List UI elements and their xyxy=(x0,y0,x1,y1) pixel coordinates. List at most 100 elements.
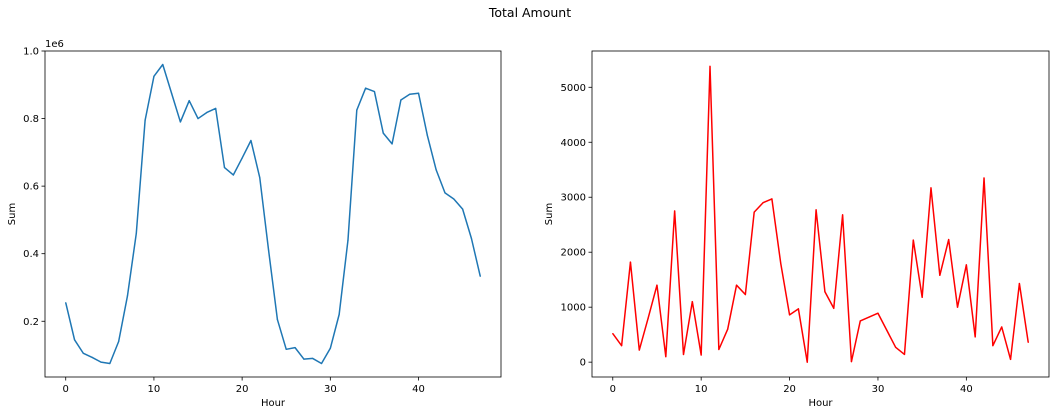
data-point xyxy=(100,361,102,363)
data-point xyxy=(206,111,208,114)
data-point xyxy=(1001,326,1003,328)
data-point xyxy=(426,134,428,137)
series-line xyxy=(612,65,1029,363)
data-point xyxy=(638,349,640,351)
data-point xyxy=(780,262,782,264)
data-point xyxy=(674,210,676,212)
x-tick-label: 10 xyxy=(695,384,708,395)
data-point xyxy=(479,275,481,277)
data-point xyxy=(868,316,870,318)
data-point xyxy=(109,362,111,365)
data-point xyxy=(744,293,746,296)
data-point xyxy=(1009,358,1012,361)
data-point xyxy=(197,117,199,120)
data-point xyxy=(435,169,437,171)
data-point xyxy=(788,314,791,316)
data-point xyxy=(647,317,649,319)
data-point xyxy=(709,65,711,67)
data-point xyxy=(276,318,279,321)
x-tick-label: 0 xyxy=(610,384,616,395)
data-point xyxy=(241,157,243,159)
data-point xyxy=(382,132,384,134)
data-point xyxy=(338,313,340,316)
data-point xyxy=(806,361,808,363)
data-point xyxy=(895,346,897,348)
x-tick-label: 30 xyxy=(872,384,885,395)
data-point xyxy=(179,121,181,123)
data-point xyxy=(930,187,932,189)
data-point xyxy=(391,143,393,145)
data-point xyxy=(735,284,738,286)
data-point xyxy=(612,332,614,335)
data-point xyxy=(470,237,473,240)
x-tick-label: 40 xyxy=(960,384,973,395)
data-point xyxy=(65,302,67,304)
data-point xyxy=(621,345,623,347)
data-point xyxy=(682,353,685,356)
data-point xyxy=(762,202,764,204)
data-point xyxy=(462,208,464,210)
data-point xyxy=(842,214,844,216)
axes-frame xyxy=(44,50,502,378)
data-point xyxy=(718,348,720,351)
data-point xyxy=(877,312,879,314)
data-point xyxy=(215,107,217,110)
data-point xyxy=(700,354,702,356)
data-point xyxy=(965,264,967,266)
data-point xyxy=(629,261,632,263)
x-tick-label: 40 xyxy=(412,384,425,395)
x-tick-label: 0 xyxy=(63,384,69,395)
data-point xyxy=(948,238,950,241)
data-point xyxy=(91,356,93,359)
data-point xyxy=(921,296,923,298)
y-tick-label: 1.0 xyxy=(23,47,39,58)
data-point xyxy=(691,301,693,303)
data-point xyxy=(320,362,323,365)
data-point xyxy=(400,99,402,101)
data-point xyxy=(850,361,853,363)
x-axis-label: Hour xyxy=(261,398,286,409)
data-point xyxy=(303,358,305,360)
data-point xyxy=(815,209,817,211)
data-point xyxy=(118,340,120,343)
data-point xyxy=(285,348,287,350)
y-tick-label: 0.8 xyxy=(23,114,39,125)
x-tick-label: 30 xyxy=(324,384,337,395)
data-point xyxy=(250,139,252,142)
y-tick-label: 2000 xyxy=(561,248,586,259)
data-point xyxy=(797,308,800,310)
data-point xyxy=(665,356,667,358)
data-point xyxy=(409,93,411,95)
data-point xyxy=(267,249,270,251)
data-point xyxy=(912,239,914,241)
data-point xyxy=(453,198,455,200)
data-point xyxy=(135,232,137,235)
data-point xyxy=(974,336,976,338)
y-tick-label: 5000 xyxy=(561,83,586,94)
axes-frame xyxy=(591,50,1050,378)
series-line xyxy=(65,63,482,365)
figure-suptitle: Total Amount xyxy=(488,5,571,20)
data-point xyxy=(1018,282,1020,285)
y-axis-label: Sum xyxy=(544,203,555,225)
data-point xyxy=(223,166,226,169)
data-point xyxy=(939,274,941,276)
data-point xyxy=(232,174,234,176)
y-tick-label: 0 xyxy=(580,358,586,369)
x-tick-label: 20 xyxy=(783,384,796,395)
data-point xyxy=(956,306,959,308)
y-tick-label: 0.4 xyxy=(23,249,39,260)
data-point xyxy=(1027,341,1029,343)
data-point xyxy=(365,87,367,89)
data-point xyxy=(329,347,331,349)
data-point xyxy=(188,100,190,102)
data-point xyxy=(153,75,155,77)
data-point xyxy=(859,320,861,322)
y-axis-label: Sum xyxy=(7,203,18,225)
data-point xyxy=(294,347,296,349)
data-point xyxy=(833,307,835,309)
data-point xyxy=(356,109,358,111)
